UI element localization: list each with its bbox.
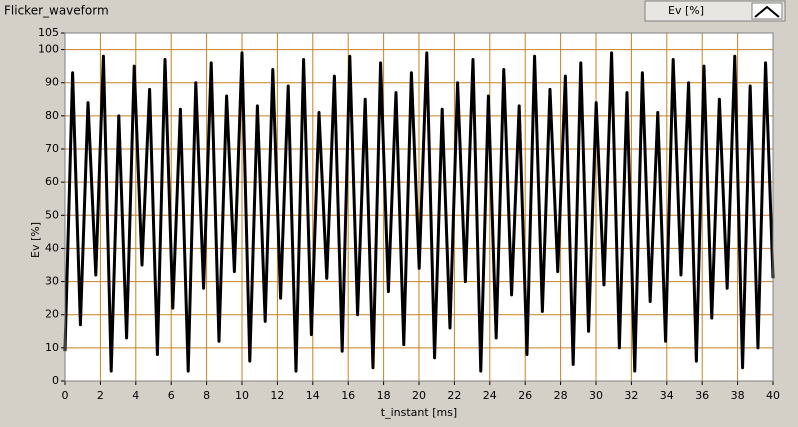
x-tick-label: 16	[341, 389, 355, 402]
x-tick-label: 30	[589, 389, 603, 402]
chart-title: Flicker_waveform	[4, 4, 109, 18]
legend-swatch	[754, 5, 780, 18]
y-tick-label: 90	[45, 76, 59, 89]
y-tick-label: 70	[45, 142, 59, 155]
x-tick-label: 20	[412, 389, 426, 402]
x-tick-label: 8	[203, 389, 210, 402]
x-tick-label: 28	[554, 389, 568, 402]
series-line	[63, 51, 775, 373]
x-tick-label: 34	[660, 389, 674, 402]
y-tick-label: 80	[45, 109, 59, 122]
x-tick-label: 18	[377, 389, 391, 402]
x-tick-label: 12	[270, 389, 284, 402]
x-axis-label: t_instant [ms]	[381, 406, 457, 419]
x-tick-label: 26	[518, 389, 532, 402]
x-tick-label: 40	[766, 389, 780, 402]
x-tick-label: 0	[62, 389, 69, 402]
y-tick-label: 105	[38, 26, 59, 39]
x-tick-label: 2	[97, 389, 104, 402]
x-tick-label: 36	[695, 389, 709, 402]
y-tick-label: 40	[45, 241, 59, 254]
y-tick-label: 50	[45, 208, 59, 221]
legend-label: Ev [%]	[668, 4, 704, 17]
y-tick-label: 10	[45, 341, 59, 354]
x-tick-label: 32	[624, 389, 638, 402]
y-axis-label: Ev [%]	[29, 222, 42, 258]
x-tick-label: 14	[306, 389, 320, 402]
legend	[644, 0, 786, 22]
x-tick-label: 22	[447, 389, 461, 402]
y-tick-label: 0	[52, 374, 59, 387]
x-tick-label: 38	[731, 389, 745, 402]
plot-border	[64, 32, 774, 382]
legend-swatch-box	[751, 2, 783, 20]
x-tick-label: 10	[235, 389, 249, 402]
x-tick-label: 4	[132, 389, 139, 402]
y-tick-label: 100	[38, 43, 59, 56]
y-tick-label: 30	[45, 275, 59, 288]
y-tick-label: 20	[45, 308, 59, 321]
x-tick-label: 6	[168, 389, 175, 402]
x-tick-label: 24	[483, 389, 497, 402]
y-tick-label: 60	[45, 175, 59, 188]
